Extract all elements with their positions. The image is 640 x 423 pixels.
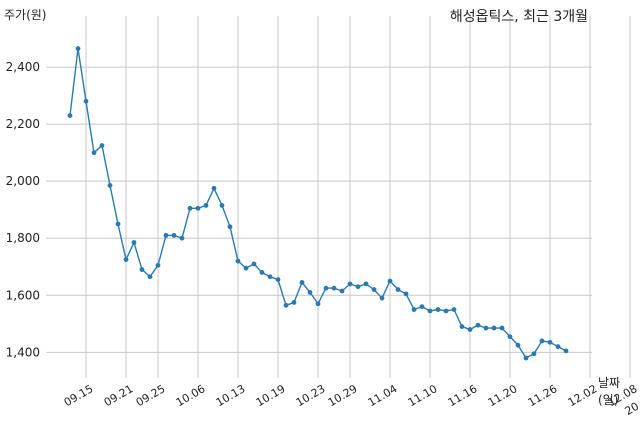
price-point: [115, 221, 121, 227]
x-tick-label: 09.15: [62, 382, 96, 409]
price-point: [315, 301, 321, 307]
price-point: [107, 183, 113, 188]
y-tick-label: 1,600: [6, 288, 40, 302]
x-tick-label: 10.29: [326, 382, 360, 409]
price-point: [523, 355, 529, 361]
price-point: [259, 270, 265, 275]
chart-title: 해성옵틱스, 최근 3개월: [449, 9, 588, 25]
price-point: [411, 307, 417, 312]
price-point: [99, 143, 105, 148]
price-point: [299, 280, 305, 285]
price-point: [363, 281, 369, 287]
price-point: [347, 281, 353, 287]
price-point: [395, 287, 401, 292]
price-point: [331, 285, 337, 291]
price-point: [443, 308, 449, 314]
price-point: [339, 288, 345, 294]
price-point: [75, 46, 81, 51]
x-tick-label: 10.06: [174, 382, 208, 409]
price-point: [147, 274, 153, 280]
price-point: [427, 308, 433, 314]
price-point: [435, 307, 441, 312]
price-point: [499, 325, 505, 331]
x-tick-label: 12.02: [566, 382, 600, 409]
price-point: [235, 258, 241, 264]
price-point: [355, 284, 361, 290]
price-point: [379, 295, 385, 301]
x-tick-label: 11.04: [366, 382, 400, 409]
price-point: [91, 150, 97, 156]
price-point: [179, 235, 185, 241]
price-point: [211, 185, 217, 191]
price-point: [539, 338, 545, 344]
price-point: [555, 344, 561, 350]
price-point: [403, 291, 409, 297]
price-point: [243, 265, 249, 271]
price-point: [291, 300, 297, 305]
price-point: [307, 290, 313, 295]
price-point: [203, 203, 209, 208]
x-tick-label: 11.26: [526, 382, 560, 409]
price-point: [267, 274, 273, 280]
price-point: [171, 232, 177, 238]
price-point: [83, 98, 89, 104]
price-point: [515, 342, 521, 348]
y-tick-label: 1,400: [6, 345, 40, 359]
price-point: [155, 262, 161, 268]
price-point: [283, 302, 289, 308]
price-point: [323, 285, 329, 291]
price-point: [507, 334, 513, 340]
price-point: [251, 261, 257, 267]
price-point: [419, 304, 425, 310]
price-point: [219, 203, 225, 208]
price-point: [163, 232, 169, 238]
price-point: [227, 224, 233, 230]
x-tick-label: 11.20: [486, 382, 520, 409]
y-tick-label: 1,800: [6, 231, 40, 245]
x-tick-label: 10.13: [214, 382, 248, 409]
y-tick-label: 2,200: [6, 117, 40, 131]
x-tick-label: 10.19: [254, 382, 288, 409]
x-tick-label: 11.10: [406, 382, 440, 409]
x-axis-title: 날짜(일): [598, 376, 621, 407]
price-point: [491, 325, 497, 331]
price-point: [475, 322, 481, 328]
x-tick-label: 09.21: [102, 382, 136, 409]
x-tick-label: 10.23: [294, 382, 328, 409]
price-point: [459, 324, 465, 330]
price-point: [123, 257, 129, 263]
price-point: [67, 113, 73, 118]
price-point: [139, 267, 145, 273]
price-point: [131, 240, 137, 245]
price-point: [547, 339, 553, 345]
price-point: [187, 205, 193, 211]
x-tick-label: 09.25: [134, 382, 168, 409]
price-point: [275, 277, 281, 282]
price-point: [563, 348, 569, 354]
x-tick-label: 11.16: [446, 382, 480, 409]
price-point: [387, 278, 393, 284]
price-point: [451, 307, 457, 312]
y-axis-title: 주가(원): [4, 8, 47, 22]
price-point: [531, 351, 537, 357]
price-point: [371, 287, 377, 292]
price-point: [483, 325, 489, 331]
y-tick-label: 2,400: [6, 60, 40, 74]
price-point: [467, 327, 473, 332]
price-point: [195, 205, 201, 211]
y-tick-label: 2,000: [6, 174, 40, 188]
